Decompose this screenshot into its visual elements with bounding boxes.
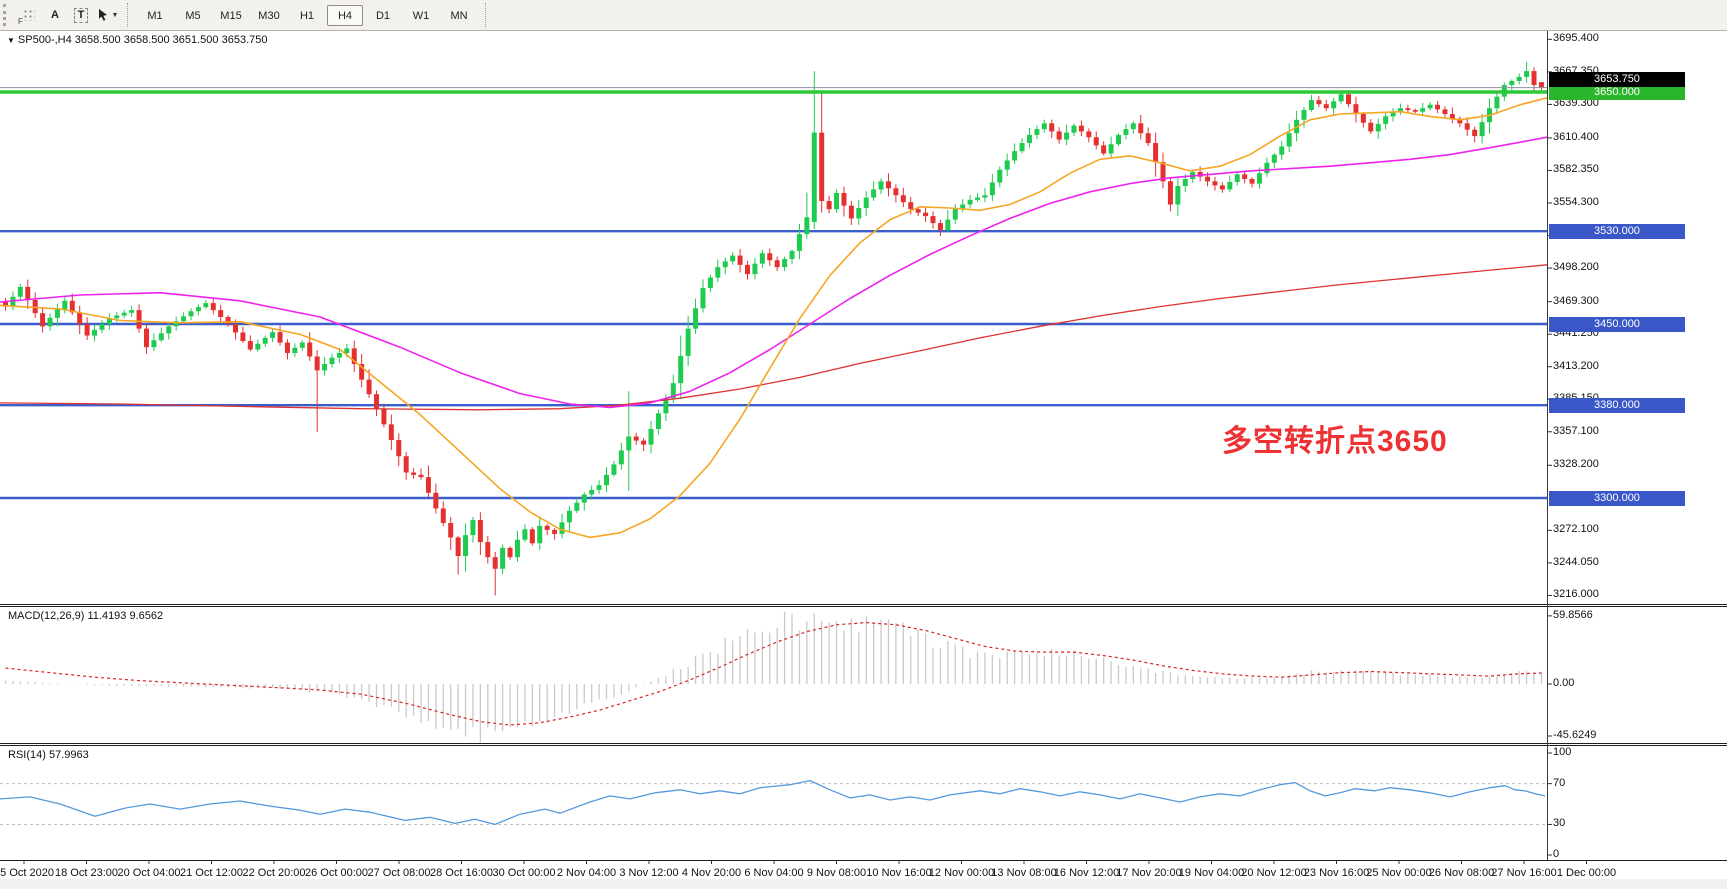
panel-divider[interactable] (0, 743, 1727, 746)
dropdown-caret-icon[interactable]: ▼ (111, 11, 119, 19)
toolbar-separator (127, 3, 129, 27)
panel-divider[interactable] (0, 604, 1727, 607)
macd-panel[interactable] (0, 607, 1727, 743)
timeframe-button-d1[interactable]: D1 (375, 9, 391, 22)
timeframe-button-h4[interactable]: H4 (327, 4, 363, 26)
font-tool-icon[interactable]: A (51, 9, 59, 21)
price-axis[interactable] (1548, 30, 1727, 860)
timeframe-button-mn[interactable]: MN (450, 9, 468, 22)
timeframe-button-m15[interactable]: M15 (220, 9, 242, 22)
chart-grid-icon[interactable]: F (16, 4, 42, 26)
toolbar-icon-group: F A T ▼ (16, 4, 120, 26)
timeframe-button-m1[interactable]: M1 (147, 9, 163, 22)
timeframe-button-h1[interactable]: H1 (299, 9, 315, 22)
toolbar-drag-handle[interactable] (3, 4, 12, 26)
pointer-arrow-icon (98, 9, 107, 21)
timeframe-button-group: M1 M5 M15 M30 H1 H4 D1 W1 MN (136, 4, 478, 26)
timeframe-button-w1[interactable]: W1 (412, 9, 430, 22)
toolbar: F A T ▼ M1 M5 M15 M30 H1 H4 D1 W1 MN (0, 0, 1727, 31)
chart-plot-area[interactable] (0, 30, 1727, 604)
cursor-tools-icon[interactable]: ▼ (94, 4, 120, 26)
timeframe-button-m30[interactable]: M30 (258, 9, 280, 22)
text-label-tool-icon[interactable]: T (68, 4, 94, 26)
grid-dots-icon (23, 9, 35, 21)
timeframe-button-m5[interactable]: M5 (185, 9, 201, 22)
bottom-band (0, 879, 1727, 889)
rsi-panel[interactable] (0, 746, 1727, 860)
toolbar-separator (485, 3, 487, 27)
